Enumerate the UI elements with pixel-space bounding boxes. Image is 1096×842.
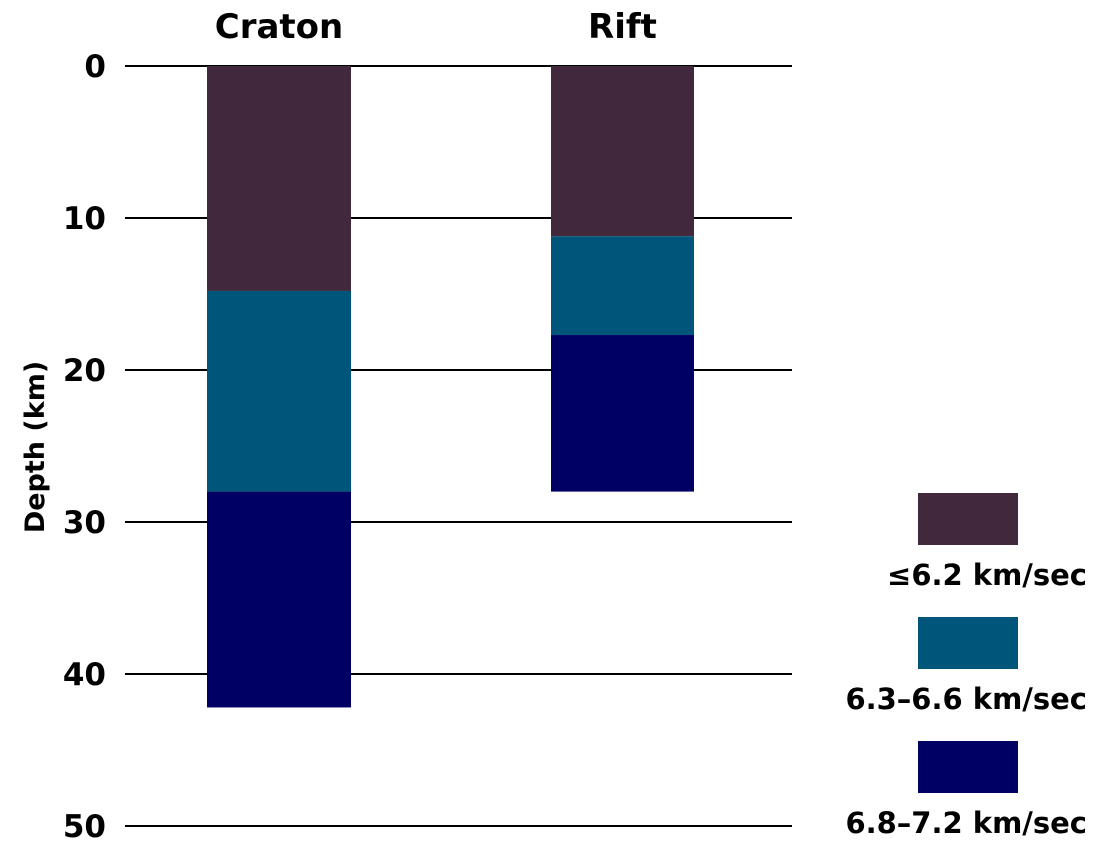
column-labels: Craton Rift (215, 7, 657, 47)
y-axis-label: Depth (km) (20, 361, 51, 533)
legend-swatch (918, 493, 1018, 545)
y-tick-label: 40 (63, 657, 106, 693)
legend-label: 6.3–6.6 km/sec (845, 682, 1087, 716)
y-tick-label: 20 (63, 353, 106, 389)
legend-swatch (918, 617, 1018, 669)
layer-bar (551, 335, 694, 492)
column-label: Craton (215, 7, 343, 47)
y-tick-label: 0 (84, 49, 106, 85)
legend: ≤6.2 km/sec 6.3–6.6 km/sec 6.8–7.2 km/sec (845, 493, 1087, 840)
layer-bar (207, 290, 351, 492)
legend-swatch (918, 741, 1018, 793)
layer-bar (551, 66, 694, 237)
y-tick-label: 50 (63, 809, 106, 842)
column-label: Rift (588, 7, 657, 47)
layer-bar (207, 66, 351, 291)
y-tick-label: 10 (63, 201, 106, 237)
legend-label: 6.8–7.2 km/sec (845, 806, 1087, 840)
y-tick-label: 30 (63, 505, 106, 541)
layer-bar (551, 236, 694, 336)
velocity-layer-columns (207, 66, 694, 708)
y-axis-ticks: 0 10 20 30 40 50 (63, 49, 106, 842)
legend-label: ≤6.2 km/sec (887, 558, 1087, 592)
layer-bar (207, 491, 351, 708)
